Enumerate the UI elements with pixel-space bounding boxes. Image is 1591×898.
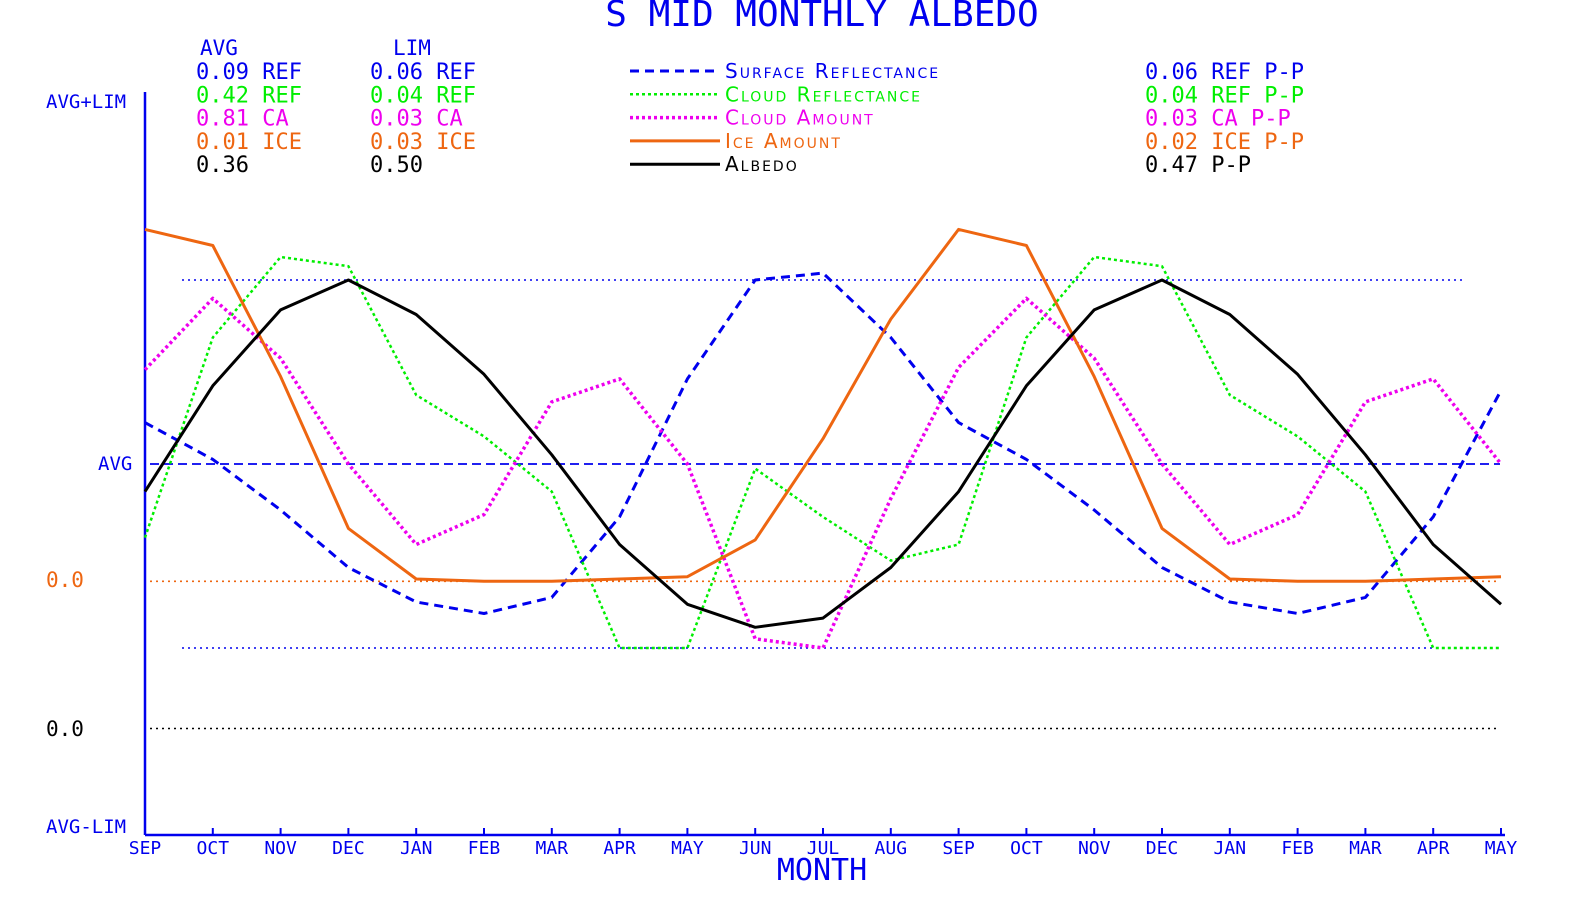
stat-avg-4: 0.36	[196, 153, 249, 178]
chart-title: S MID MONTHLY ALBEDO	[605, 0, 1038, 35]
series-line-albedo	[143, 278, 1502, 629]
stat-pp-1: 0.04 REF P-P	[1145, 83, 1304, 108]
legend-label-0: Surface Reflectance	[725, 59, 940, 83]
x-tick-label-15: DEC	[1146, 838, 1179, 859]
series-line-surface-reflectance	[144, 271, 1503, 615]
stat-avg-3: 0.01 ICE	[196, 130, 302, 155]
stat-avg-1: 0.42 REF	[196, 83, 302, 108]
x-tick-label-4: JAN	[400, 838, 433, 859]
x-tick-label-14: NOV	[1078, 838, 1111, 859]
x-tick-label-19: APR	[1417, 838, 1450, 859]
stat-avg-2: 0.81 CA	[196, 107, 289, 132]
x-tick-label-16: JAN	[1214, 838, 1247, 859]
legend-label-1: Cloud Reflectance	[725, 82, 922, 106]
x-axis-title: MONTH	[777, 853, 867, 888]
stat-pp-3: 0.02 ICE P-P	[1145, 130, 1304, 155]
x-tick-label-18: MAR	[1349, 838, 1382, 859]
stat-pp-4: 0.47 P-P	[1145, 153, 1251, 178]
y-label-top: AVG+LIM	[46, 91, 126, 113]
series-line-cloud-reflectance	[143, 255, 1501, 650]
stat-avg-0: 0.09 REF	[196, 60, 302, 85]
series-line-cloud-amount	[143, 296, 1503, 650]
stat-pp-0: 0.06 REF P-P	[1145, 60, 1304, 85]
x-tick-label-12: SEP	[942, 838, 975, 859]
legend-label-4: Albedo	[725, 152, 799, 176]
x-axis-ticks: SEP OCT NOV DEC JAN FEB MAR APR MAY JUN JUL AUG SEP O…	[129, 828, 1518, 859]
x-tick-label-3: DEC	[332, 838, 365, 859]
x-tick-label-8: MAY	[671, 838, 704, 859]
stats-table: 0.09 REF 0.06 REF 0.06 REF P-P 0.42 REF 0.04…	[196, 60, 1304, 178]
stat-lim-2: 0.03 CA	[370, 107, 463, 132]
x-tick-label-9: JUN	[739, 838, 772, 859]
y-label-albedo-zero: 0.0	[46, 717, 84, 741]
stat-pp-2: 0.03 CA P-P	[1145, 107, 1291, 132]
x-tick-label-2: NOV	[264, 838, 297, 859]
x-tick-label-7: APR	[603, 838, 636, 859]
series-lines	[143, 227, 1503, 650]
legend-label-2: Cloud Amount	[725, 106, 875, 130]
legend-label-3: Ice Amount	[725, 129, 842, 153]
stats-header-lim: LIM	[393, 36, 431, 60]
series-line-ice-amount	[144, 227, 1502, 583]
x-tick-label-6: MAR	[536, 838, 569, 859]
y-label-avg: AVG	[98, 453, 132, 475]
x-tick-label-5: FEB	[468, 838, 501, 859]
reference-lines	[150, 279, 1500, 730]
x-tick-label-10: JUL	[807, 838, 840, 859]
x-tick-label-17: FEB	[1281, 838, 1314, 859]
y-label-bottom: AVG-LIM	[46, 816, 126, 838]
x-tick-label-0: SEP	[129, 838, 162, 859]
stats-header-avg: AVG	[200, 36, 238, 60]
stat-lim-0: 0.06 REF	[370, 60, 476, 85]
x-tick-label-20: MAY	[1485, 838, 1518, 859]
stat-lim-1: 0.04 REF	[370, 83, 476, 108]
stat-lim-4: 0.50	[370, 153, 423, 178]
y-label-ice-zero: 0.0	[46, 568, 84, 592]
x-tick-label-11: AUG	[875, 838, 908, 859]
x-tick-label-1: OCT	[197, 838, 230, 859]
stat-lim-3: 0.03 ICE	[370, 130, 476, 155]
x-tick-label-13: OCT	[1010, 838, 1043, 859]
